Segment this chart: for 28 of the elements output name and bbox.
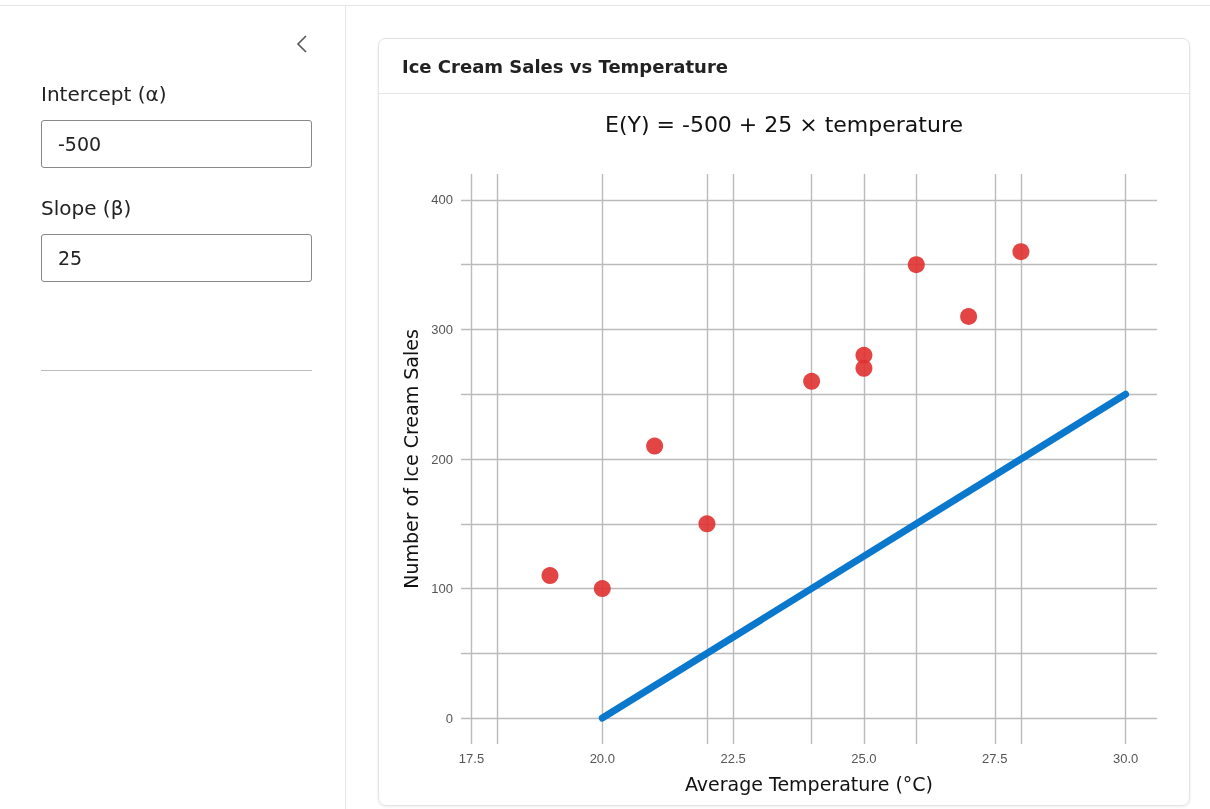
y-tick-label: 0 xyxy=(445,710,453,726)
x-tick-label: 20.0 xyxy=(589,751,615,766)
point xyxy=(907,256,925,274)
y-tick-label: 100 xyxy=(431,581,453,597)
point xyxy=(855,359,873,377)
text: Intercept (α) xyxy=(41,82,168,106)
text-field: 25 xyxy=(41,234,312,282)
point xyxy=(593,580,611,598)
point xyxy=(541,567,559,585)
x-tick-label: 27.5 xyxy=(982,751,1008,766)
y-axis-title: Number of Ice Cream Sales xyxy=(399,329,422,589)
chart-subtitle: E(Y) = -500 + 25 × temperature xyxy=(605,111,963,137)
y-tick-label: 300 xyxy=(431,321,453,337)
point xyxy=(646,437,664,455)
x-tick-label: 25.0 xyxy=(851,751,877,766)
text-field: -500 xyxy=(41,120,312,168)
y-tick-label: 400 xyxy=(431,192,453,208)
y-tick-label: 200 xyxy=(431,451,453,467)
point xyxy=(1012,243,1030,261)
text: Slope (β) xyxy=(41,196,133,220)
chart-title: Ice Cream Sales vs Temperature xyxy=(379,39,1189,94)
x-tick-label: 30.0 xyxy=(1112,751,1139,766)
x-tick-label: 17.5 xyxy=(458,751,485,766)
x-tick-label: 22.5 xyxy=(720,751,746,766)
point xyxy=(960,308,978,325)
x-axis-title: Average Temperature (°C) xyxy=(684,772,934,795)
point xyxy=(803,372,821,390)
point xyxy=(698,515,716,533)
